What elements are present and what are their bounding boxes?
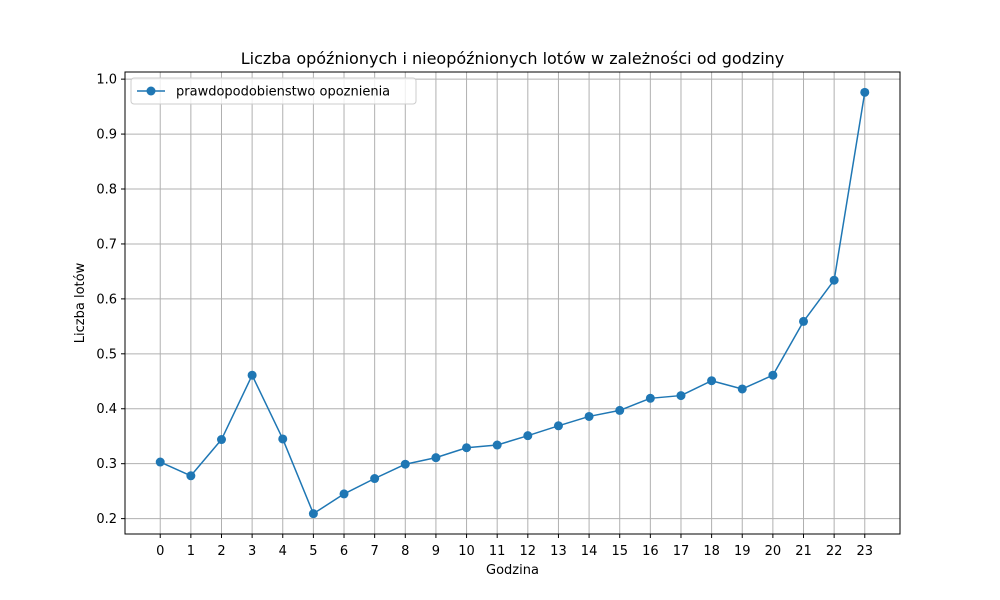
- data-point: [247, 370, 257, 380]
- data-point: [492, 440, 502, 450]
- x-tick-label: 5: [309, 544, 317, 559]
- x-tick-label: 10: [458, 544, 475, 559]
- legend: prawdopodobienstwo opoznienia: [130, 77, 417, 105]
- data-point: [431, 453, 441, 463]
- y-tick-label: 0.5: [96, 347, 117, 362]
- data-point: [186, 471, 196, 481]
- data-point: [676, 391, 686, 401]
- x-tick-label: 9: [432, 544, 440, 559]
- data-point: [308, 509, 318, 519]
- x-tick-label: 14: [581, 544, 598, 559]
- legend-label: prawdopodobienstwo opoznienia: [176, 85, 390, 100]
- y-tick-label: 0.8: [96, 183, 117, 198]
- legend-box: [130, 77, 417, 105]
- x-tick-label: 22: [826, 544, 843, 559]
- y-tick-label: 0.9: [96, 128, 117, 143]
- series-layer: [155, 87, 870, 519]
- data-point: [860, 87, 870, 97]
- x-tick-label: 1: [187, 544, 195, 559]
- chart-title: Liczba opóźnionych i nieopóźnionych lotó…: [241, 49, 785, 68]
- data-point: [216, 435, 226, 445]
- legend-marker: [146, 86, 156, 96]
- y-tick-label: 1.0: [96, 73, 117, 88]
- data-point: [707, 376, 717, 386]
- y-tick-label: 0.6: [96, 292, 117, 307]
- data-point: [615, 405, 625, 415]
- data-point: [523, 431, 533, 441]
- series-line: [159, 92, 866, 515]
- x-tick-label: 19: [734, 544, 751, 559]
- data-point: [370, 474, 380, 484]
- data-point: [400, 459, 410, 469]
- x-tick-label: 20: [765, 544, 782, 559]
- x-tick-label: 4: [279, 544, 287, 559]
- x-tick-label: 21: [795, 544, 812, 559]
- data-point: [339, 489, 349, 499]
- plot-frame: [124, 71, 901, 535]
- x-tick-label: 2: [217, 544, 225, 559]
- data-point: [584, 411, 594, 421]
- x-tick-label: 0: [156, 544, 164, 559]
- y-tick-label: 0.3: [96, 457, 117, 472]
- y-tick-label: 0.2: [96, 512, 117, 527]
- y-tick-label: 0.7: [96, 237, 117, 252]
- data-point: [799, 316, 809, 326]
- x-axis-label: Godzina: [486, 563, 539, 578]
- data-point: [278, 434, 288, 444]
- x-tick-label: 3: [248, 544, 256, 559]
- data-point: [155, 457, 165, 467]
- data-point: [462, 443, 472, 453]
- grid: [125, 72, 900, 534]
- x-tick-label: 15: [611, 544, 628, 559]
- data-point: [829, 275, 839, 285]
- x-tick-label: 11: [489, 544, 506, 559]
- x-axis: 0 1 2 3 4 5 6 7 8 9 10 11 12 13 14 15 16 17 18 19 20 21 22 23: [156, 534, 873, 559]
- y-tick-label: 0.4: [96, 402, 117, 417]
- x-tick-label: 7: [371, 544, 379, 559]
- data-point: [553, 421, 563, 431]
- x-tick-label: 12: [520, 544, 537, 559]
- x-tick-label: 6: [340, 544, 348, 559]
- data-point: [768, 370, 778, 380]
- y-axis-label: Liczba lotów: [73, 262, 88, 343]
- x-tick-label: 23: [856, 544, 873, 559]
- x-tick-label: 8: [401, 544, 409, 559]
- x-tick-label: 17: [673, 544, 690, 559]
- data-point: [737, 384, 747, 394]
- data-point: [645, 393, 655, 403]
- x-tick-label: 18: [703, 544, 720, 559]
- x-tick-label: 13: [550, 544, 567, 559]
- y-axis: 0.2 0.3 0.4 0.5 0.6 0.7 0.8 0.9 1.0: [96, 73, 125, 527]
- x-tick-label: 16: [642, 544, 659, 559]
